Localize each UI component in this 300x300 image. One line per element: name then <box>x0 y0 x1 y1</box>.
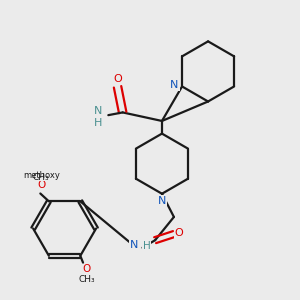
Text: N: N <box>170 80 179 90</box>
Text: methoxy: methoxy <box>24 171 61 180</box>
Text: O: O <box>37 180 46 190</box>
Text: H: H <box>94 118 102 128</box>
Text: CH₃: CH₃ <box>78 274 95 284</box>
Text: O: O <box>82 265 91 275</box>
Text: N: N <box>158 196 166 206</box>
Text: N: N <box>129 240 138 250</box>
Text: O: O <box>175 228 183 238</box>
Text: H: H <box>143 241 151 251</box>
Text: N: N <box>94 106 102 116</box>
Text: O: O <box>114 74 123 84</box>
Text: CH₃: CH₃ <box>33 173 49 182</box>
